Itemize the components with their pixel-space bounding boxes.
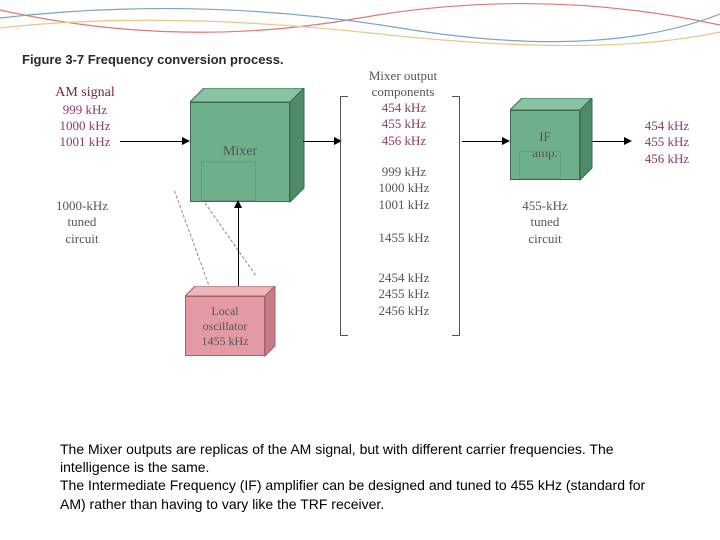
if-tuned-subbox [519,151,561,179]
figure-title: Figure 3-7 Frequency conversion process. [22,52,284,67]
am-signal-label: AM signal 999 kHz 1000 kHz 1001 kHz [50,84,120,150]
mixer-output-line: Mixer output [358,68,448,84]
arrow-bracket-if [462,141,506,142]
out-group-2: 999 kHz 1000 kHz 1001 kHz [364,164,444,213]
arrow-head-icon [502,137,510,145]
out-line: 454 kHz [364,100,444,116]
out-line: 455 kHz [364,116,444,132]
arrow-head-icon [182,137,190,145]
out-group-4: 2454 kHz 2455 kHz 2456 kHz [364,270,444,319]
final-line: 456 kHz [632,151,702,167]
out-line: 2455 kHz [364,286,444,302]
out-line: 2456 kHz [364,303,444,319]
am-signal-line: 999 kHz [50,102,120,118]
tuned-line: 1000-kHz [42,198,122,214]
am-signal-line: 1001 kHz [50,134,120,150]
arrow-mixer-bracket [303,141,338,142]
tuned-455-label: 455-kHz tuned circuit [510,198,580,247]
arrow-head-icon [234,200,242,208]
out-group-1: 454 kHz 455 kHz 456 kHz [364,100,444,149]
out-line: 2454 kHz [364,270,444,286]
bracket-left [340,96,348,336]
out-line: 1455 kHz [364,230,444,246]
arrow-osc-mixer [238,206,239,286]
out-line: 1000 kHz [364,180,444,196]
body-paragraph: The Mixer outputs are replicas of the AM… [60,440,660,476]
tuned-line: tuned [510,214,580,230]
out-line: 456 kHz [364,133,444,149]
arrow-in-mixer [120,141,186,142]
mixer-tuned-subbox [201,161,256,201]
body-paragraph: The Intermediate Frequency (IF) amplifie… [60,476,660,512]
diagram-canvas: AM signal 999 kHz 1000 kHz 1001 kHz 1000… [20,78,700,388]
tuned-line: tuned [42,214,122,230]
final-line: 454 kHz [632,118,702,134]
tuned-line: circuit [42,231,122,247]
tuned-line: circuit [510,231,580,247]
tuned-1000-label: 1000-kHz tuned circuit [42,198,122,247]
tuned-line: 455-kHz [510,198,580,214]
out-line: 1001 kHz [364,197,444,213]
decorative-swirl [0,0,720,50]
arrow-head-icon [624,137,632,145]
mixer-label: Mixer [223,144,257,160]
mixer-output-title: Mixer output components [358,68,448,101]
am-signal-line: 1000 kHz [50,118,120,134]
final-output-label: 454 kHz 455 kHz 456 kHz [632,118,702,167]
local-osc-label: Local oscillator 1455 kHz [202,304,249,349]
bracket-right [452,96,460,336]
final-line: 455 kHz [632,134,702,150]
mixer-output-line: components [358,84,448,100]
arrow-if-out [592,141,628,142]
body-text: The Mixer outputs are replicas of the AM… [60,440,660,513]
out-line: 999 kHz [364,164,444,180]
am-signal-title: AM signal [50,84,120,102]
out-group-3: 1455 kHz [364,230,444,246]
